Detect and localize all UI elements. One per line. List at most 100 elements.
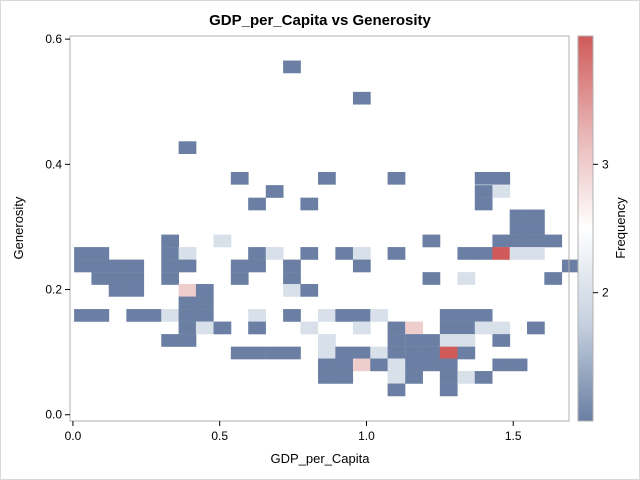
heatmap-cell: [474, 321, 493, 335]
heatmap-cell: [352, 321, 371, 335]
y-axis: 0.0 0.2 0.4 0.6: [45, 32, 70, 422]
heatmap-cell: [230, 272, 249, 285]
x-axis: 0.0 0.5 1.0 1.5: [65, 421, 522, 443]
y-tick-label: 0.6: [45, 32, 62, 46]
heatmap-cell: [439, 358, 458, 372]
heatmap-cell: [248, 259, 266, 273]
heatmap-cell: [91, 259, 110, 273]
heatmap-cell: [248, 309, 266, 322]
heatmap-cell: [370, 358, 389, 372]
heatmap-cell: [492, 171, 511, 185]
y-tick-label: 0.4: [45, 157, 62, 171]
x-tick-label: 1.0: [358, 429, 375, 443]
heatmap-cell: [527, 234, 545, 248]
x-axis-label: GDP_per_Capita: [271, 451, 371, 466]
heatmap-cell: [248, 197, 266, 211]
heatmap-cell: [74, 309, 92, 322]
heatmap-cell: [405, 346, 423, 360]
heatmap-cell: [335, 346, 354, 360]
heatmap-cell: [405, 371, 423, 384]
heatmap-cell: [91, 247, 110, 260]
heatmap-cell: [335, 358, 354, 372]
heatmap-cell: [352, 346, 371, 360]
heatmap-cell: [474, 371, 493, 384]
heatmap-cell: [283, 272, 301, 285]
heatmap-cell: [195, 309, 214, 322]
heatmap-cell: [387, 334, 406, 347]
heatmap-cell: [509, 234, 528, 248]
heatmap-cell: [108, 272, 127, 285]
heatmap-cell: [161, 334, 180, 347]
heatmap-cell: [283, 284, 301, 297]
heatmap-cell: [352, 91, 371, 105]
heatmap-cell: [108, 284, 127, 297]
heatmap-cell: [439, 346, 458, 360]
heatmap-cell: [213, 321, 232, 335]
heatmap-cell: [387, 383, 406, 397]
heatmap-cell: [457, 309, 476, 322]
heatmap-cell: [544, 234, 563, 248]
heatmap-cell: [352, 259, 371, 273]
heatmap-cell: [422, 234, 441, 248]
heatmap-cell: [544, 272, 563, 285]
heatmap-cell: [527, 247, 545, 260]
heatmap-cell: [161, 259, 180, 273]
heatmap-cells: [74, 60, 580, 397]
x-tick-label: 1.5: [505, 429, 522, 443]
heatmap-cell: [318, 346, 336, 360]
heatmap-cell: [527, 321, 545, 335]
heatmap-cell: [161, 234, 180, 248]
heatmap-cell: [405, 358, 423, 372]
heatmap-cell: [422, 272, 441, 285]
heatmap-cell: [300, 284, 319, 297]
heatmap-cell: [283, 346, 301, 360]
colorbar-tick-label: 2: [602, 286, 609, 300]
heatmap-cell: [318, 358, 336, 372]
heatmap-cell: [387, 371, 406, 384]
heatmap-cell: [509, 222, 528, 235]
y-tick-label: 0.0: [45, 408, 62, 422]
heatmap-cell: [474, 185, 493, 198]
heatmap-cell: [387, 247, 406, 260]
heatmap-cell: [143, 309, 162, 322]
heatmap-cell: [195, 321, 214, 335]
heatmap-cell: [178, 309, 197, 322]
heatmap-cell: [230, 346, 249, 360]
heatmap-cell: [457, 272, 476, 285]
heatmap-cell: [126, 309, 145, 322]
heatmap-cell: [178, 284, 197, 297]
heatmap-cell: [422, 358, 441, 372]
heatmap-cell: [178, 247, 197, 260]
heatmap-cell: [474, 309, 493, 322]
heatmap-cell: [283, 60, 301, 74]
heatmap-cell: [422, 346, 441, 360]
plot-area-border: [69, 35, 570, 422]
heatmap-cell: [457, 321, 476, 335]
heatmap-cell: [248, 346, 266, 360]
heatmap-cell: [492, 321, 511, 335]
heatmap-cell: [370, 346, 389, 360]
x-tick-label: 0.5: [211, 429, 228, 443]
heatmap-cell: [265, 346, 284, 360]
heatmap-cell: [474, 171, 493, 185]
heatmap-cell: [318, 171, 336, 185]
heatmap-cell: [387, 321, 406, 335]
heatmap-cell: [492, 185, 511, 198]
heatmap-cell: [248, 321, 266, 335]
heatmap-cell: [213, 234, 232, 248]
heatmap-cell: [370, 309, 389, 322]
heatmap-cell: [265, 247, 284, 260]
heatmap-cell: [335, 371, 354, 384]
heatmap-cell: [178, 334, 197, 347]
heatmap-cell: [439, 321, 458, 335]
heatmap-cell: [527, 222, 545, 235]
heatmap-cell: [178, 321, 197, 335]
heatmap-cell: [195, 284, 214, 297]
y-axis-label: Generosity: [11, 196, 26, 259]
heatmap-cell: [300, 247, 319, 260]
heatmap-cell: [457, 247, 476, 260]
x-tick-label: 0.0: [65, 429, 82, 443]
heatmap-cell: [195, 296, 214, 310]
heatmap-cell: [161, 272, 180, 285]
colorbar-label: Frequency: [613, 197, 628, 259]
